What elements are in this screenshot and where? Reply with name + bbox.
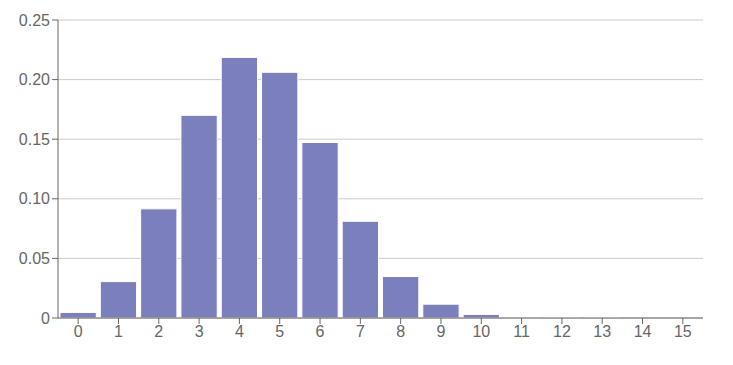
svg-text:4: 4	[235, 323, 244, 340]
svg-text:6: 6	[316, 323, 325, 340]
svg-text:0.20: 0.20	[19, 71, 50, 88]
svg-text:3: 3	[195, 323, 204, 340]
svg-text:12: 12	[553, 323, 571, 340]
svg-text:0.10: 0.10	[19, 190, 50, 207]
svg-text:8: 8	[396, 323, 405, 340]
svg-text:11: 11	[513, 323, 530, 340]
svg-text:10: 10	[472, 323, 490, 340]
svg-text:1: 1	[114, 323, 123, 340]
svg-text:9: 9	[437, 323, 446, 340]
svg-text:7: 7	[356, 323, 365, 340]
svg-text:15: 15	[674, 323, 692, 340]
svg-text:0.05: 0.05	[19, 250, 50, 267]
svg-text:0: 0	[74, 323, 83, 340]
svg-text:0.25: 0.25	[19, 12, 50, 29]
svg-text:14: 14	[634, 323, 652, 340]
svg-text:13: 13	[593, 323, 611, 340]
svg-text:5: 5	[275, 323, 284, 340]
svg-text:0.15: 0.15	[19, 131, 50, 148]
svg-text:2: 2	[154, 323, 163, 340]
svg-text:0: 0	[41, 310, 50, 327]
